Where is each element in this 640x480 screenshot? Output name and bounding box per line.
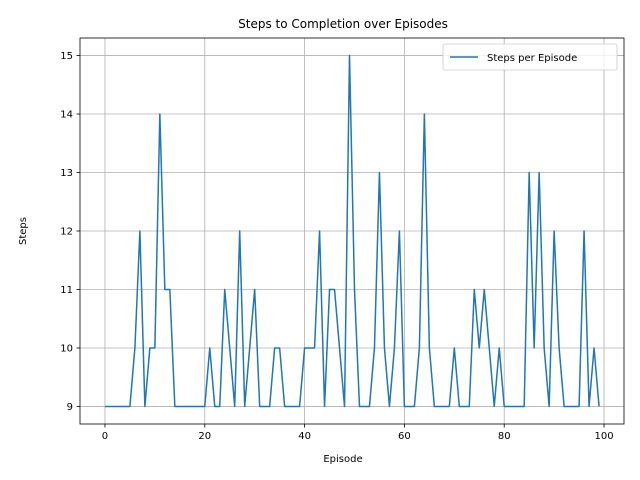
series-layer: [104, 54, 600, 408]
x-tick-label: 100: [594, 431, 613, 442]
y-tick-label: 15: [60, 51, 73, 62]
chart-title: Steps to Completion over Episodes: [238, 17, 448, 31]
y-tick-label: 12: [60, 227, 73, 238]
y-tick-label: 14: [60, 110, 73, 121]
y-tick-label: 13: [60, 168, 73, 179]
legend-label: Steps per Episode: [487, 53, 577, 64]
series-line: [104, 54, 600, 408]
x-tick-label: 80: [498, 431, 511, 442]
x-tick-label: 40: [298, 431, 311, 442]
legend-box: [442, 43, 618, 71]
tick-layer: 0 20 40 60 80 100 9 10 11 12 13 14 15: [60, 51, 613, 442]
y-tick-label: 9: [67, 402, 73, 413]
x-tick-label: 60: [398, 431, 411, 442]
x-axis-label: Episode: [323, 454, 362, 465]
y-tick-label: 11: [60, 285, 73, 296]
x-tick-label: 0: [102, 431, 108, 442]
y-tick-label: 10: [60, 343, 73, 354]
y-axis-label: Steps: [18, 217, 29, 245]
legend: Steps per Episode: [442, 43, 618, 71]
x-tick-label: 20: [198, 431, 211, 442]
